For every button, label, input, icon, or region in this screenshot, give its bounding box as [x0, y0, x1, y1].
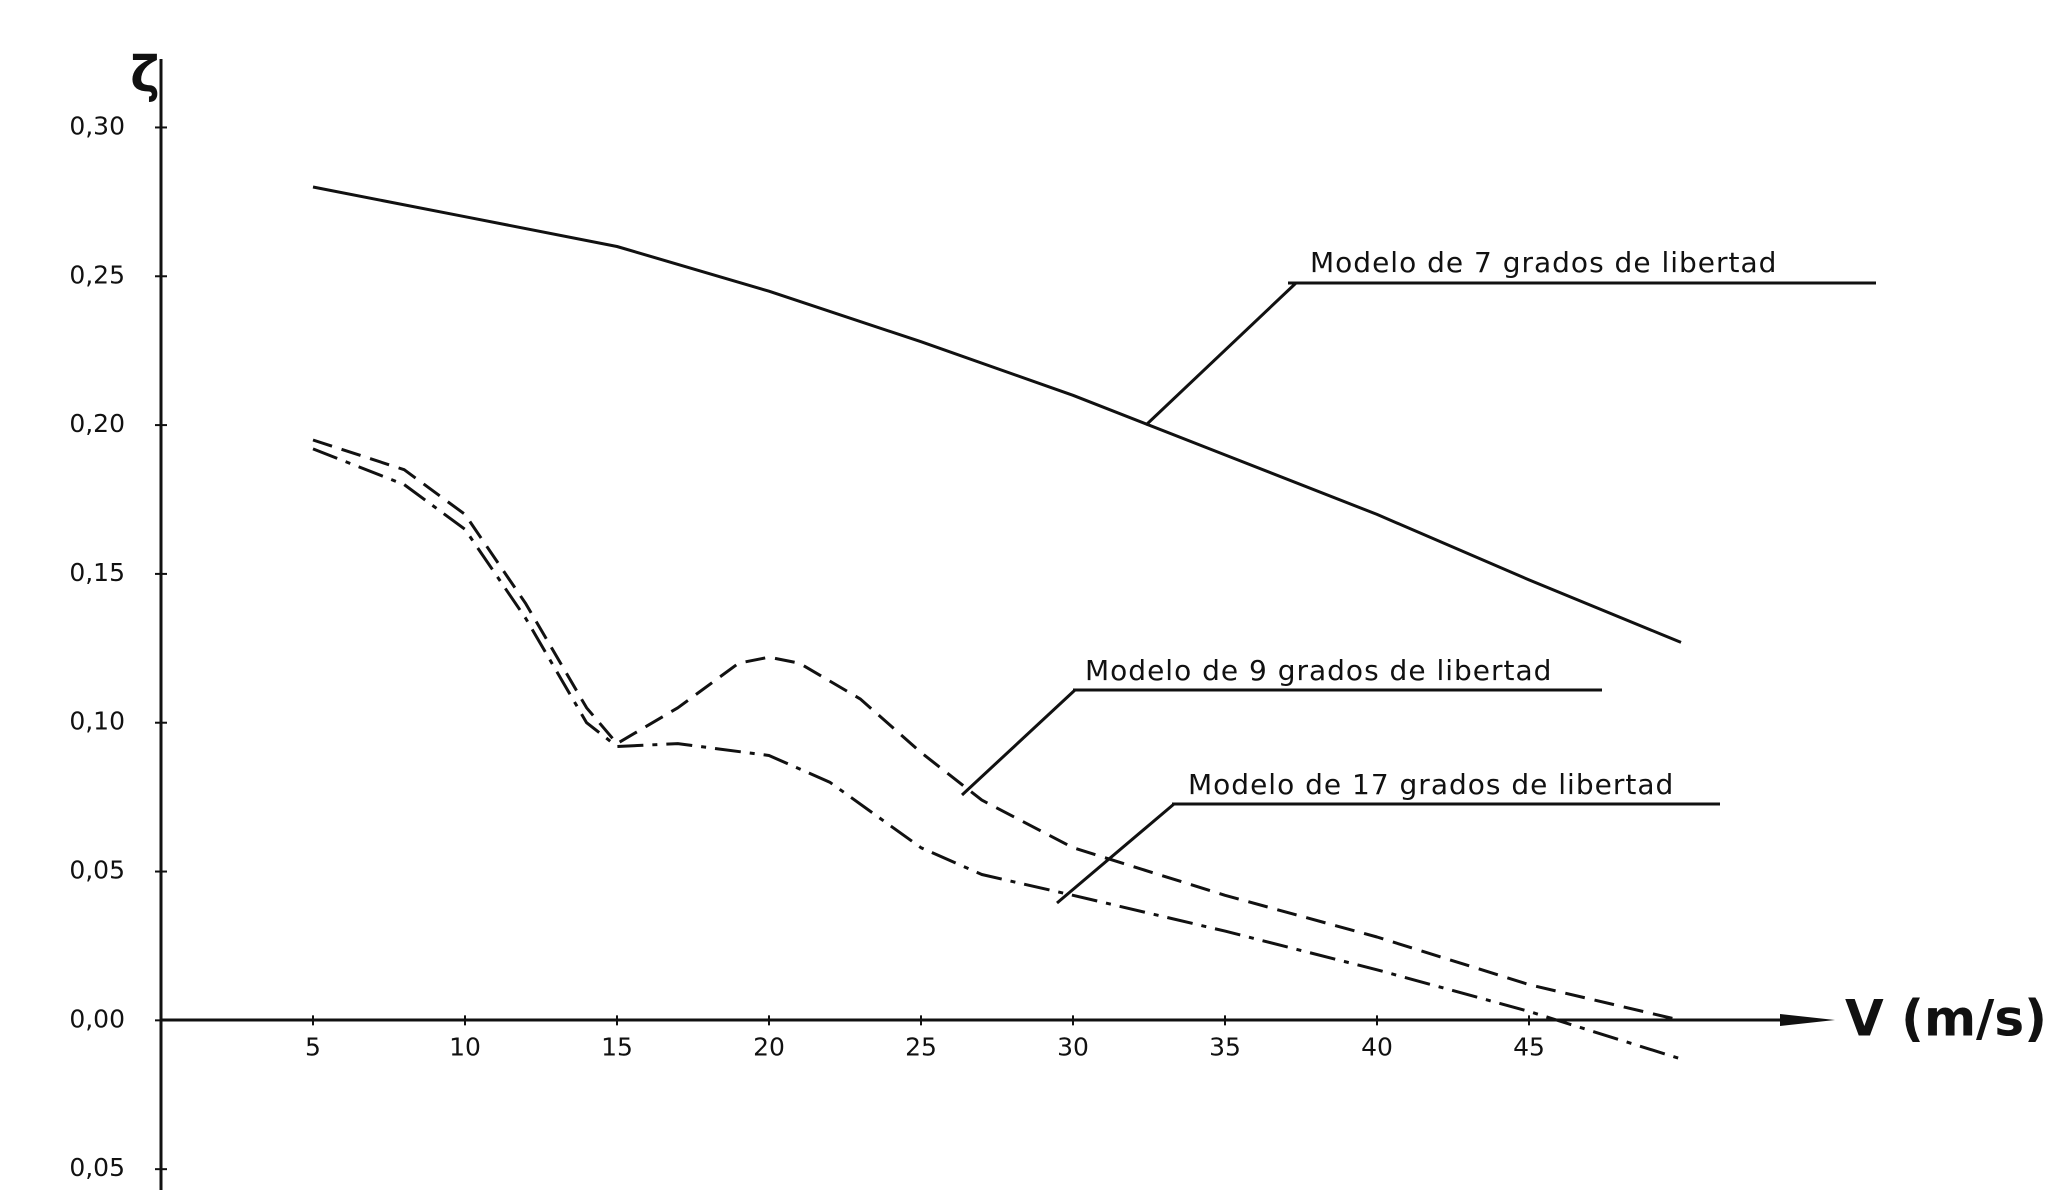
y-tick-label: 0,30 [69, 111, 125, 140]
y-tick-label: 0,15 [69, 558, 125, 587]
y-tick-label: 0,25 [69, 260, 125, 289]
y-axis-title: ζ [130, 46, 160, 104]
x-tick-label: 10 [449, 1032, 481, 1061]
x-tick-label: 25 [905, 1032, 937, 1061]
x-tick-label: 15 [601, 1032, 633, 1061]
y-tick-label: 0,05 [69, 1153, 125, 1182]
series-line [312, 438, 1682, 1022]
x-tick-label: 5 [305, 1032, 321, 1061]
y-tick-label: 0,00 [69, 1004, 125, 1033]
x-tick-label: 40 [1361, 1032, 1393, 1061]
leader-line [1056, 802, 1175, 905]
y-tick-label: 0,05 [69, 856, 125, 885]
x-axis-title: V (m/s) [1845, 990, 2047, 1048]
legend-label: Modelo de 7 grados de libertad [1310, 246, 1777, 279]
legend-label: Modelo de 9 grados de libertad [1085, 654, 1552, 687]
legend-label: Modelo de 17 grados de libertad [1188, 768, 1674, 801]
x-tick-label: 30 [1057, 1032, 1089, 1061]
x-axis-arrow [1780, 1014, 1835, 1026]
y-tick-label: 0,20 [69, 409, 125, 438]
series-line [312, 447, 1682, 1061]
y-tick-label: 0,10 [69, 707, 125, 736]
x-tick-label: 45 [1513, 1032, 1545, 1061]
x-tick-label: 20 [753, 1032, 785, 1061]
leader-line [1144, 281, 1298, 427]
series-line [312, 185, 1682, 644]
leader-line [960, 688, 1077, 797]
x-tick-label: 35 [1209, 1032, 1241, 1061]
